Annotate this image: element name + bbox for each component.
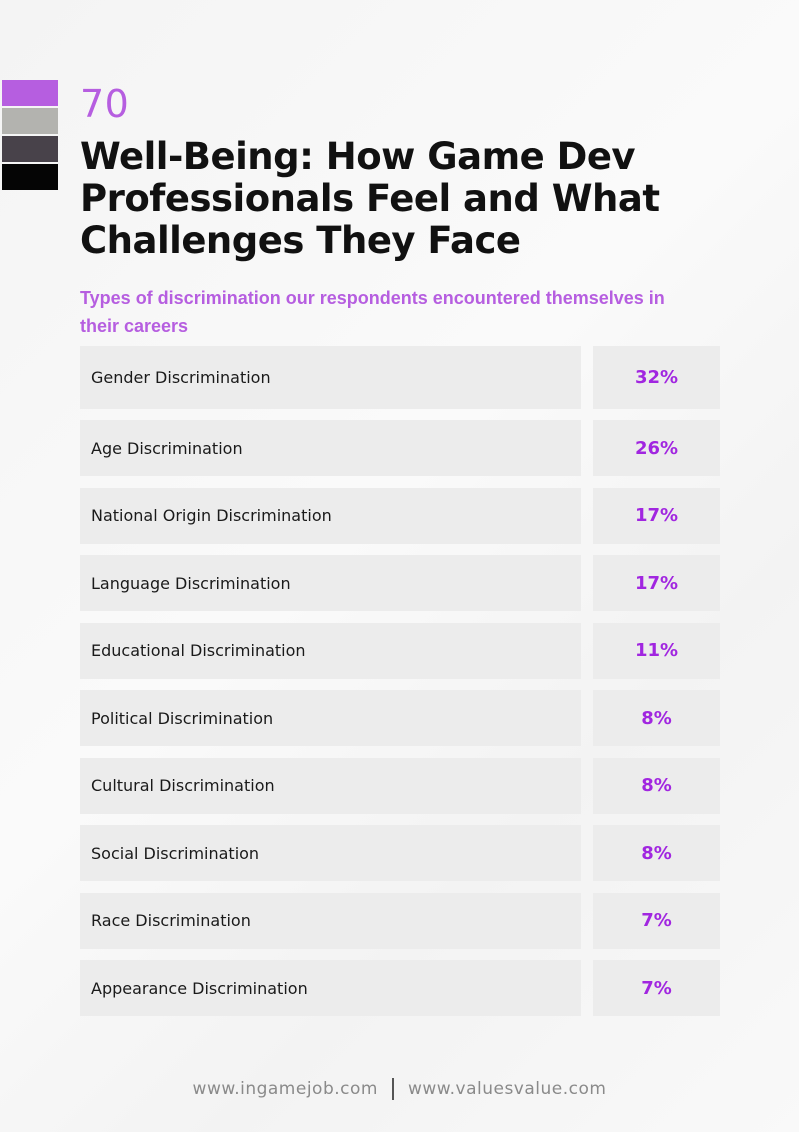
row-label: Appearance Discrimination <box>80 960 581 1016</box>
row-label: Race Discrimination <box>80 892 581 949</box>
row-label: Language Discrimination <box>80 555 581 611</box>
page-number: 70 <box>80 82 130 126</box>
row-value: 8% <box>593 690 720 746</box>
row-value: 26% <box>593 420 720 476</box>
row-label: National Origin Discrimination <box>80 487 581 544</box>
row-value: 7% <box>593 960 720 1016</box>
table-row: Age Discrimination 26% <box>80 420 720 476</box>
footer-divider <box>391 1078 394 1100</box>
page-title: Well-Being: How Game Dev Professionals F… <box>80 135 660 262</box>
table-row: National Origin Discrimination 17% <box>80 487 720 544</box>
footer-link-ingamejob[interactable]: www.ingamejob.com <box>192 1079 378 1099</box>
row-value: 17% <box>593 555 720 611</box>
table-row: Cultural Discrimination 8% <box>80 757 720 814</box>
row-value: 32% <box>593 346 720 409</box>
row-label: Social Discrimination <box>80 825 581 881</box>
table-row: Educational Discrimination 11% <box>80 622 720 679</box>
table-row: Race Discrimination 7% <box>80 892 720 949</box>
table-row: Language Discrimination 17% <box>80 555 720 611</box>
table-row: Social Discrimination 8% <box>80 825 720 881</box>
swatch-gray <box>2 108 58 134</box>
discrimination-table: Gender Discrimination 32% Age Discrimina… <box>80 346 720 1028</box>
table-row: Political Discrimination 8% <box>80 690 720 746</box>
row-value: 17% <box>593 487 720 544</box>
row-value: 8% <box>593 757 720 814</box>
row-label: Age Discrimination <box>80 420 581 476</box>
row-value: 7% <box>593 892 720 949</box>
footer: www.ingamejob.com www.valuesvalue.com <box>0 1078 799 1100</box>
row-label: Cultural Discrimination <box>80 757 581 814</box>
swatch-black <box>2 164 58 190</box>
swatch-purple <box>2 80 58 106</box>
swatch-dark-gray <box>2 136 58 162</box>
table-row: Appearance Discrimination 7% <box>80 960 720 1016</box>
row-value: 11% <box>593 622 720 679</box>
table-row: Gender Discrimination 32% <box>80 346 720 409</box>
section-subtitle: Types of discrimination our respondents … <box>80 288 665 336</box>
row-value: 8% <box>593 825 720 881</box>
row-label: Political Discrimination <box>80 690 581 746</box>
row-label: Educational Discrimination <box>80 622 581 679</box>
row-label: Gender Discrimination <box>80 346 581 409</box>
footer-link-valuesvalue[interactable]: www.valuesvalue.com <box>407 1079 607 1099</box>
color-swatches <box>2 80 58 192</box>
